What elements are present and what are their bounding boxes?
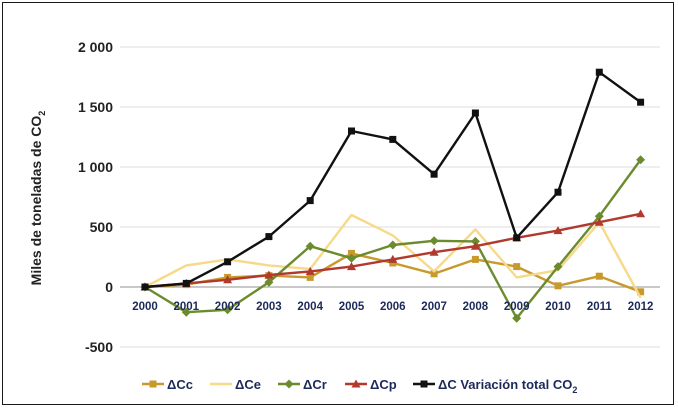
x-tick-label: 2000 [132,301,158,313]
x-tick-label: 2007 [421,301,447,313]
data-point [636,209,646,218]
data-point [430,270,438,278]
data-point [554,188,562,196]
x-tick-label: 2006 [380,301,406,313]
data-point [595,272,603,280]
data-point [141,283,149,291]
series-line [144,159,642,320]
legend-marker [351,379,361,388]
y-tick-label: -500 [85,339,113,355]
data-point [306,273,314,281]
data-point [513,234,521,242]
data-point [554,282,562,290]
data-point [594,211,604,221]
legend-marker [284,379,294,389]
data-point [223,275,233,284]
x-tick-label: 2001 [174,301,200,313]
data-point [553,262,563,272]
x-tick-label: 2002 [215,301,241,313]
x-tick-label: 2008 [463,301,489,313]
y-tick-label: 2 000 [78,39,113,55]
legend-marker [149,380,157,388]
legend-item: ΔCe [210,377,261,392]
data-point [305,241,315,251]
data-point [223,305,233,315]
data-point [553,226,563,235]
data-point [347,253,356,263]
data-point [264,270,274,279]
series-line [144,212,641,289]
y-axis-label: Miles de toneladas de CO2 [28,111,47,286]
x-tick-label: 2012 [628,301,654,313]
data-point [347,262,356,271]
data-point [429,247,439,256]
chart-frame [2,2,674,405]
x-tick-label: 2011 [587,301,613,313]
data-point [389,259,397,267]
data-point [264,277,274,287]
data-point [637,288,645,296]
data-point [348,127,355,135]
series-4 [141,68,645,291]
legend-item: ΔCr [278,377,327,392]
data-point [388,254,398,263]
y-tick-label: 1 000 [78,159,113,175]
data-point [429,236,439,246]
data-point [594,217,604,226]
data-point [388,240,398,250]
data-point [265,233,273,241]
legend-item: ΔCp [345,377,397,392]
legend-label: ΔC Variación total CO2 [438,377,577,395]
data-point [637,98,645,106]
y-tick-label: 500 [90,219,114,235]
data-point [512,313,522,323]
data-point [182,279,190,287]
legend-item: ΔC Variación total CO2 [413,377,577,395]
data-point [513,263,521,271]
data-point [389,135,397,143]
series-2 [140,155,646,323]
data-point [471,255,479,263]
legend-label: ΔCe [235,377,261,392]
legend-marker [420,380,428,388]
data-point [224,258,232,266]
data-point [348,249,355,257]
legend-label: ΔCp [370,377,397,392]
x-tick-label: 2003 [256,301,282,313]
y-tick-label: 0 [105,279,113,295]
x-tick-label: 2010 [545,301,571,313]
y-tick-label: 1 500 [78,99,113,115]
data-point [305,266,315,275]
data-point [470,241,480,250]
data-point [471,109,479,117]
data-point [306,197,314,205]
data-point [430,170,438,178]
legend-label: ΔCc [167,377,193,392]
data-point [636,155,646,165]
x-tick-label: 2009 [504,301,530,313]
data-point [595,68,603,76]
data-point [470,236,480,246]
x-tick-label: 2004 [297,301,323,313]
legend-label: ΔCr [303,377,327,392]
data-point [181,307,191,317]
x-tick-label: 2005 [339,301,365,313]
legend-item: ΔCc [142,377,193,392]
